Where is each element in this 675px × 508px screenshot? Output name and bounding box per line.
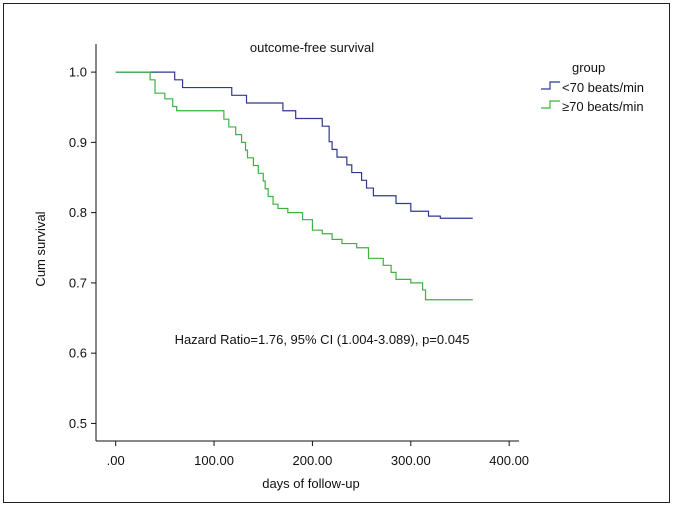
legend-label-over-70: ≥70 beats/min — [562, 99, 644, 114]
legend-label-under-70: <70 beats/min — [562, 80, 644, 95]
y-ticks: 0.5 0.6 0.7 0.8 0.9 1.0 — [69, 65, 96, 431]
x-tick-label: 100.00 — [194, 453, 234, 468]
y-tick-label: 0.7 — [69, 275, 87, 290]
legend: group <70 beats/min ≥70 beats/min — [541, 60, 644, 114]
legend-items: <70 beats/min ≥70 beats/min — [541, 80, 644, 114]
y-tick-label: 0.8 — [69, 205, 87, 220]
x-axis-label: days of follow-up — [262, 476, 360, 491]
y-tick-label: 1.0 — [69, 65, 87, 80]
series-line-over-70 — [115, 71, 473, 301]
x-tick-label: 400.00 — [489, 453, 529, 468]
series-line-under-70 — [115, 71, 473, 219]
plot-area: .00 100.00 200.00 300.00 400.00 0.5 0.6 0.7 0.8… — [69, 44, 529, 468]
survival-chart: outcome-free survival .00 100.00 200.00 300… — [33, 40, 644, 491]
legend-title: group — [572, 60, 605, 75]
x-tick-label: 300.00 — [391, 453, 431, 468]
series-layer — [115, 71, 473, 301]
annotation-text: Hazard Ratio=1.76, 95% CI (1.004-3.089),… — [175, 332, 470, 347]
legend-swatch-under-70 — [541, 81, 560, 90]
x-tick-label: .00 — [107, 453, 125, 468]
y-tick-label: 0.9 — [69, 135, 87, 150]
y-tick-label: 0.5 — [69, 416, 87, 431]
legend-swatch-over-70 — [541, 100, 560, 109]
x-tick-label: 200.00 — [293, 453, 333, 468]
y-tick-label: 0.6 — [69, 346, 87, 361]
y-axis-label: Cum survival — [33, 211, 48, 286]
chart-title: outcome-free survival — [250, 40, 374, 55]
x-ticks: .00 100.00 200.00 300.00 400.00 — [107, 441, 529, 468]
chart-frame: outcome-free survival .00 100.00 200.00 300… — [3, 3, 670, 503]
